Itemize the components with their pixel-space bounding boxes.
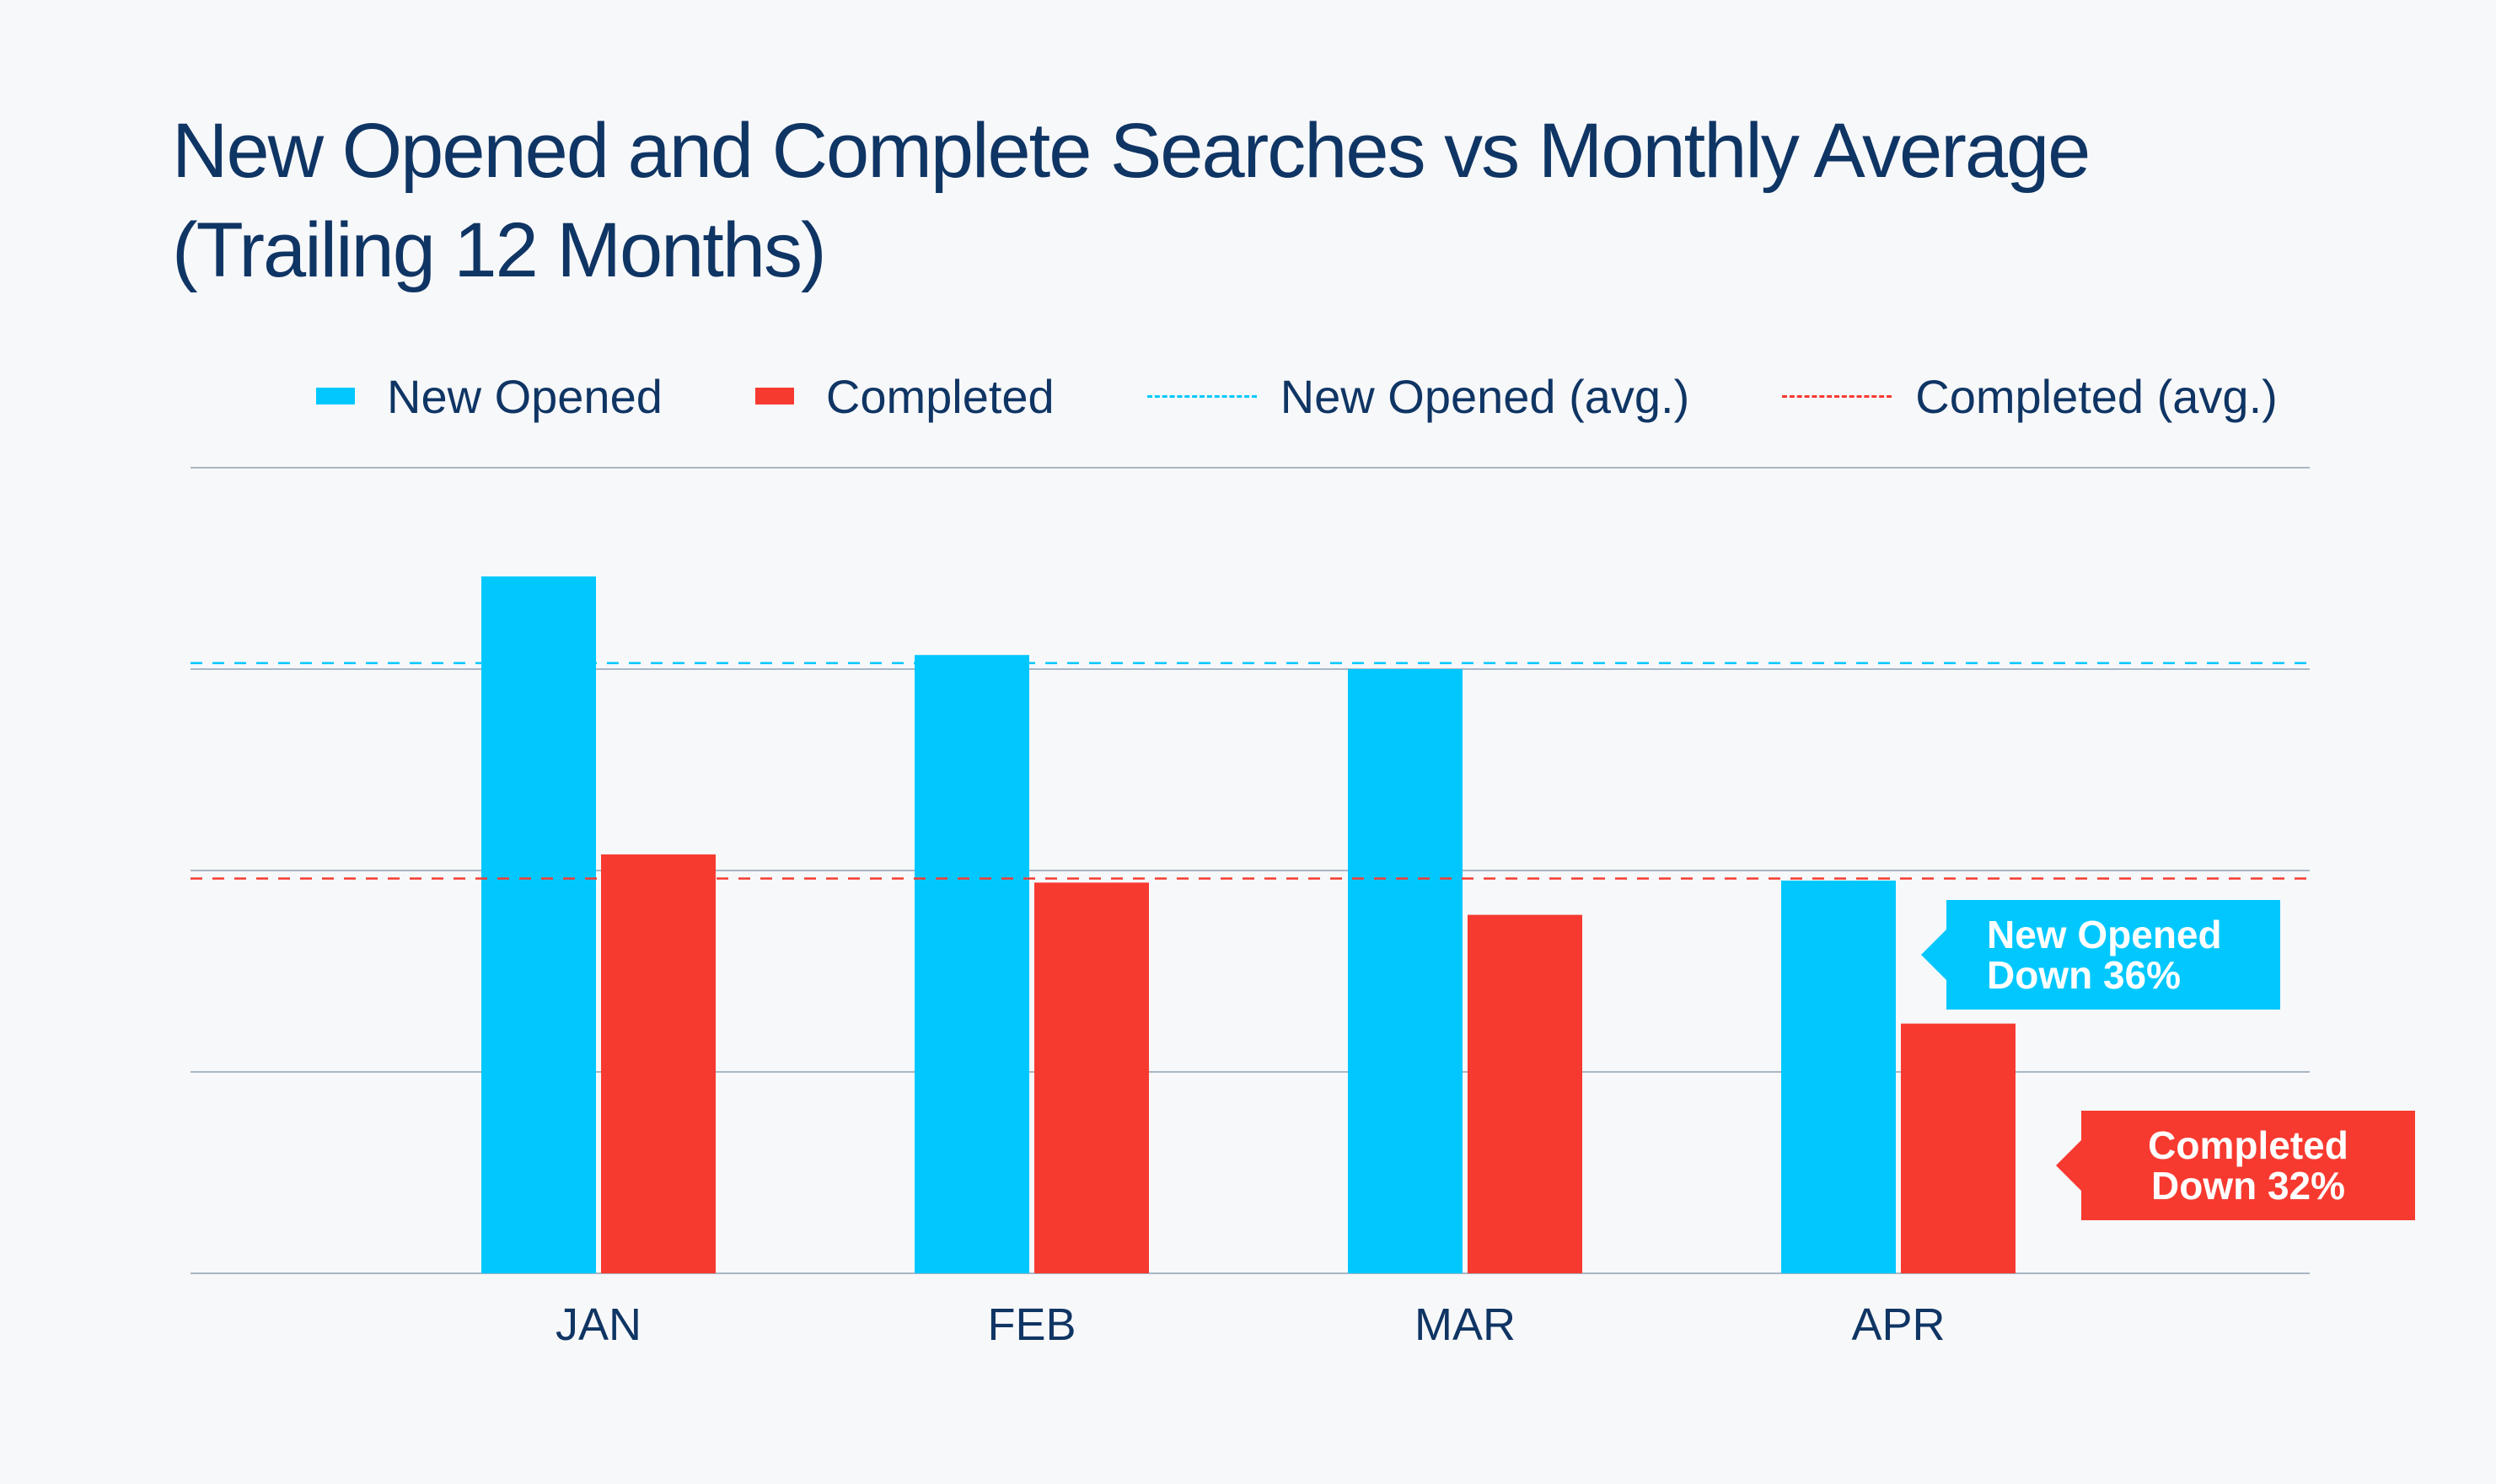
annotation-completed-line-1: Completed: [2148, 1123, 2348, 1167]
legend-swatch-new-opened-avg: [1146, 394, 1257, 398]
bar-new-opened-apr: [1781, 880, 1896, 1273]
chart-title-line-2: (Trailing 12 Months): [172, 207, 827, 293]
legend-swatch-completed-avg: [1782, 394, 1892, 398]
legend-label-new-opened: New Opened: [387, 369, 663, 423]
annotation-completed-down: Completed Down 32%: [2056, 1111, 2415, 1220]
annotation-new-opened-line-1: New Opened: [1987, 913, 2222, 956]
legend-item-completed: Completed: [754, 369, 1055, 424]
chart-title-line-1: New Opened and Complete Searches vs Mont…: [172, 108, 2091, 194]
chart-title: New Opened and Complete Searches vs Mont…: [172, 101, 2364, 300]
x-tick-label-jan: JAN: [556, 1299, 641, 1350]
legend-item-new-opened: New Opened: [316, 369, 663, 424]
annotation-new-opened-line-2: Down 36%: [1987, 953, 2182, 997]
legend-label-new-opened-avg: New Opened (avg.): [1280, 369, 1690, 423]
legend-item-completed-avg: Completed (avg.): [1782, 369, 2278, 424]
bar-new-opened-jan: [481, 576, 596, 1273]
legend-label-completed-avg: Completed (avg.): [1915, 369, 2278, 423]
bar-new-opened-mar: [1348, 669, 1463, 1273]
legend-item-new-opened-avg: New Opened (avg.): [1146, 369, 1690, 424]
annotation-completed-line-2: Down 32%: [2150, 1164, 2346, 1208]
bar-completed-apr: [1901, 1023, 2016, 1273]
bar-new-opened-feb: [915, 655, 1029, 1273]
legend-swatch-new-opened: [316, 388, 355, 404]
bar-completed-jan: [601, 854, 716, 1273]
legend-label-completed: Completed: [825, 369, 1055, 423]
chart-legend: New Opened Completed New Opened (avg.) C…: [316, 362, 2278, 430]
legend-swatch-completed: [754, 388, 794, 404]
x-tick-label-feb: FEB: [987, 1299, 1076, 1350]
annotation-new-opened-down: New Opened Down 36%: [1921, 900, 2280, 1010]
x-tick-label-apr: APR: [1851, 1299, 1945, 1350]
bar-completed-mar: [1468, 914, 1582, 1273]
bar-completed-feb: [1034, 882, 1149, 1273]
x-tick-label-mar: MAR: [1414, 1299, 1516, 1350]
